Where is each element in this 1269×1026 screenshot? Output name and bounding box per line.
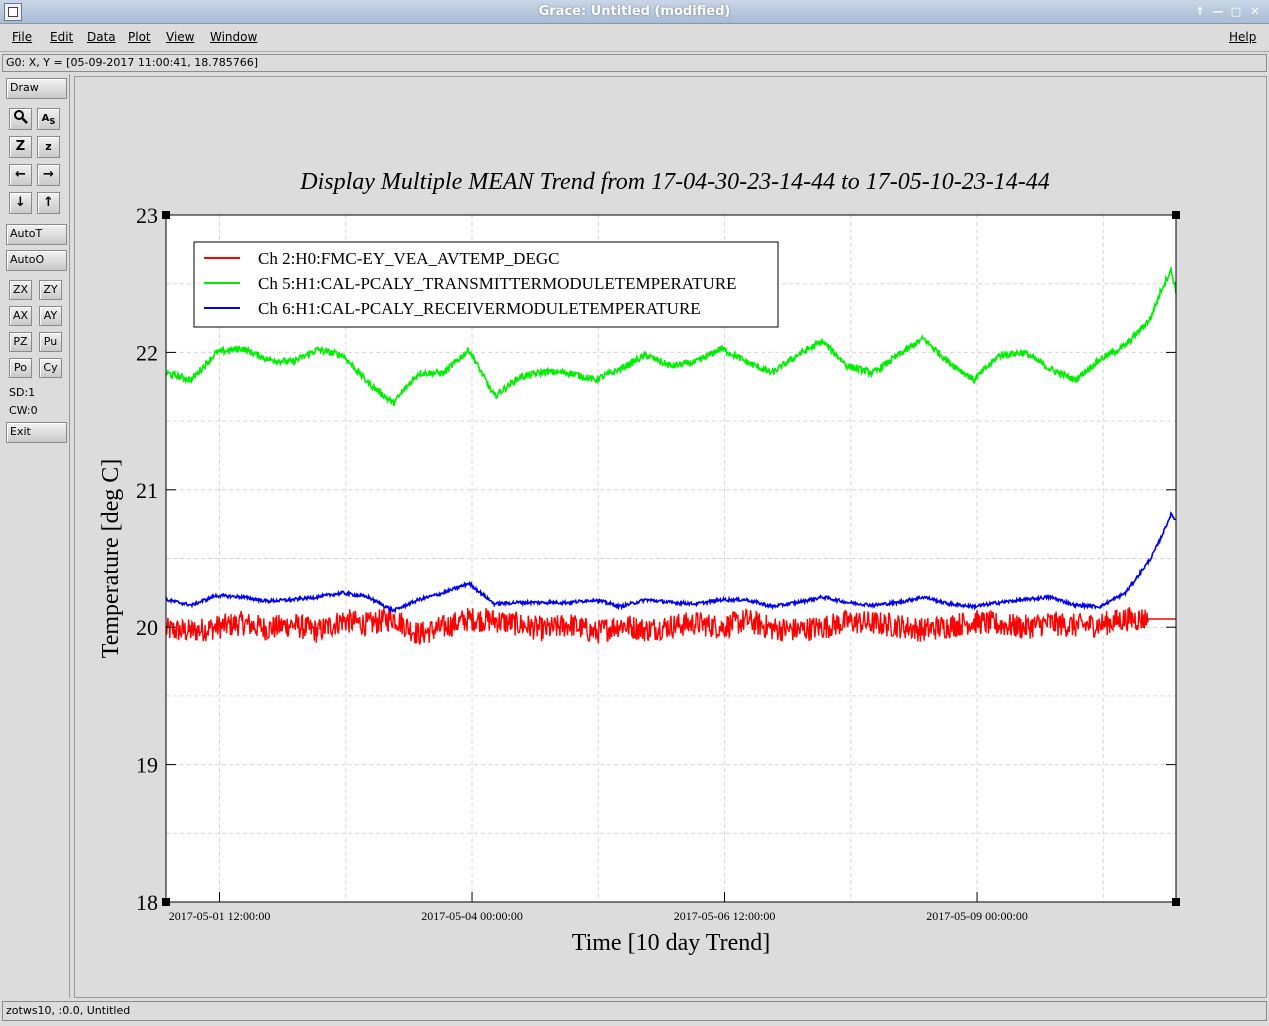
selection-handle [1172,898,1180,906]
series-line-2 [165,267,1177,407]
y-tick-label: 20 [136,615,158,640]
ax-button[interactable]: AX [9,306,32,326]
zx-button[interactable]: ZX [9,280,32,300]
draw-button[interactable]: Draw [6,78,67,99]
autot-button[interactable]: AutoT [6,224,67,245]
toolbar: Draw AS Z z ← → ↓ ↑ AutoT AutoO ZX ZY AX… [2,74,70,998]
coordinate-readout: G0: X, Y = [05-09-2017 11:00:41, 18.7857… [2,54,1267,72]
x-axis-label: Time [10 day Trend] [572,930,770,956]
plot-frame [165,214,1177,903]
x-tick-label: 2017-05-06 12:00:00 [674,909,776,923]
y-tick-label: 23 [136,203,158,228]
selection-handle [162,211,170,219]
x-tick-label: 2017-05-04 00:00:00 [421,909,523,923]
current-world-label: CW:0 [9,404,38,417]
window-titlebar: Grace: Untitled (modified) ↑ — □ ✕ [0,0,1269,24]
selection-handle [162,898,170,906]
menu-data[interactable]: Data [87,30,116,44]
series-line-1 [165,606,1176,645]
series-line-3 [165,511,1176,615]
legend-entry: Ch 5:H1:CAL-PCALY_TRANSMITTERMODULETEMPE… [258,274,737,293]
autoo-button[interactable]: AutoO [6,250,67,271]
pin-icon[interactable]: ↑ [1195,5,1205,18]
exit-button[interactable]: Exit [6,422,67,443]
zoom-z-icon[interactable]: Z [9,136,32,158]
autoscale-text-icon[interactable]: AS [37,108,60,130]
pz-button[interactable]: PZ [9,332,32,352]
menu-view[interactable]: View [166,30,195,44]
pu-button[interactable]: Pu [39,332,62,352]
right-arrow-icon[interactable]: → [37,164,60,186]
unzoom-z-icon[interactable]: z [37,136,60,158]
app-icon[interactable] [4,3,22,21]
menu-edit[interactable]: Edit [50,30,74,44]
up-arrow-icon[interactable]: ↑ [37,192,60,214]
y-axis-label: Temperature [deg C] [98,459,124,659]
menubar: File Edit Data Plot View Window Help [0,24,1269,52]
x-tick-label: 2017-05-01 12:00:00 [169,909,271,923]
minimize-icon[interactable]: — [1212,5,1224,18]
maximize-icon[interactable]: □ [1230,5,1242,18]
stack-depth-label: SD:1 [9,386,36,399]
close-icon[interactable]: ✕ [1250,5,1260,18]
legend-entry: Ch 6:H1:CAL-PCALY_RECEIVERMODULETEMPERAT… [258,299,701,318]
ay-button[interactable]: AY [39,306,62,326]
y-tick-label: 22 [136,340,158,365]
menu-file[interactable]: File [12,30,33,44]
po-button[interactable]: Po [9,358,32,378]
left-arrow-icon[interactable]: ← [9,164,32,186]
statusbar: zotws10, :0.0, Untitled [2,1001,1267,1021]
chart-title: Display Multiple MEAN Trend from 17-04-3… [299,169,1049,195]
y-tick-label: 18 [136,890,158,915]
y-tick-label: 21 [136,478,158,503]
y-tick-label: 19 [136,753,158,778]
down-arrow-icon[interactable]: ↓ [9,192,32,214]
chart-svg: 18 19 20 21 22 23 2017-05-01 12:00:00 2017-05-0… [98,169,1180,956]
plot-canvas[interactable]: 18 19 20 21 22 23 2017-05-01 12:00:00 2017-05-0… [74,76,1267,998]
legend-box [193,241,779,328]
zoom-icon[interactable] [9,108,32,130]
legend-entry: Ch 2:H0:FMC-EY_VEA_AVTEMP_DEGC [258,249,559,268]
menu-help[interactable]: Help [1229,30,1257,44]
x-tick-label: 2017-05-09 00:00:00 [926,909,1028,923]
window-title: Grace: Untitled (modified) [538,4,731,19]
zy-button[interactable]: ZY [39,280,62,300]
selection-handle [1172,211,1180,219]
menu-window[interactable]: Window [210,30,258,44]
cy-button[interactable]: Cy [39,358,62,378]
menu-plot[interactable]: Plot [128,30,151,44]
